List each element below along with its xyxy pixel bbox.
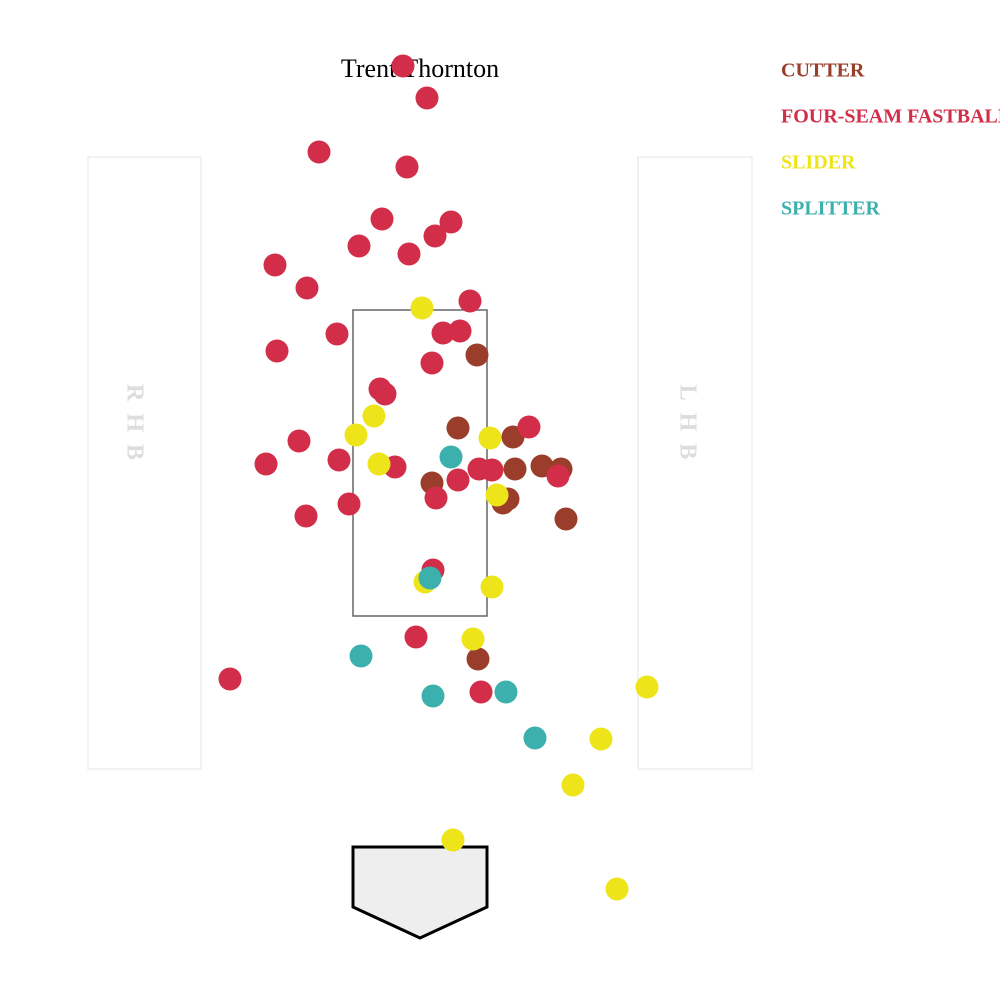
- pitch: [439, 210, 463, 234]
- legend: CUTTER FOUR-SEAM FASTBALL SLIDER SPLITTER: [781, 60, 1000, 220]
- pitch: [287, 429, 311, 453]
- pitch: [561, 773, 585, 797]
- pitch: [327, 448, 351, 472]
- pitch: [307, 140, 331, 164]
- pitch: [424, 486, 448, 510]
- pitch: [431, 321, 455, 345]
- home-plate: [351, 845, 489, 940]
- pitch: [421, 684, 445, 708]
- pitch: [589, 727, 613, 751]
- pitch: [441, 828, 465, 852]
- pitch: [503, 457, 527, 481]
- pitch: [415, 86, 439, 110]
- pitch: [370, 207, 394, 231]
- pitch: [265, 339, 289, 363]
- pitch: [397, 242, 421, 266]
- chart-title: Trent Thornton: [341, 54, 499, 83]
- pitch: [254, 452, 278, 476]
- pitch: [517, 415, 541, 439]
- pitch: [469, 680, 493, 704]
- pitch: [391, 54, 415, 78]
- pitch: [349, 644, 373, 668]
- pitch: [546, 464, 570, 488]
- pitch: [480, 458, 504, 482]
- pitch: [395, 155, 419, 179]
- legend-label: SPLITTER: [781, 198, 880, 220]
- pitch: [344, 423, 368, 447]
- pitch: [458, 289, 482, 313]
- pitch: [446, 468, 470, 492]
- pitch: [480, 575, 504, 599]
- pitch: [373, 382, 397, 406]
- batter-box-right: [637, 156, 753, 770]
- pitch: [494, 680, 518, 704]
- pitch: [523, 726, 547, 750]
- pitch: [466, 647, 490, 671]
- pitch: [404, 625, 428, 649]
- legend-label: FOUR-SEAM FASTBALL: [781, 106, 1000, 128]
- pitch: [605, 877, 629, 901]
- pitch: [448, 319, 472, 343]
- pitch: [362, 404, 386, 428]
- pitch: [294, 504, 318, 528]
- pitch: [295, 276, 319, 300]
- pitch: [410, 296, 434, 320]
- batter-box-left: [87, 156, 202, 770]
- pitch: [461, 627, 485, 651]
- pitch: [446, 416, 470, 440]
- legend-label: CUTTER: [781, 60, 865, 82]
- legend-label: SLIDER: [781, 152, 856, 174]
- pitch: [263, 253, 287, 277]
- pitch: [218, 667, 242, 691]
- pitch: [423, 224, 447, 248]
- pitch: [478, 426, 502, 450]
- batter-label: LHB: [674, 385, 700, 472]
- pitch: [465, 343, 489, 367]
- pitch: [418, 566, 442, 590]
- pitch: [347, 234, 371, 258]
- pitch: [325, 322, 349, 346]
- batter-label: RHB: [121, 384, 147, 472]
- pitch: [485, 483, 509, 507]
- pitch: [635, 675, 659, 699]
- pitch: [439, 445, 463, 469]
- pitch: [337, 492, 361, 516]
- points: [218, 54, 659, 901]
- pitch: [554, 507, 578, 531]
- pitch: [367, 452, 391, 476]
- pitch: [420, 351, 444, 375]
